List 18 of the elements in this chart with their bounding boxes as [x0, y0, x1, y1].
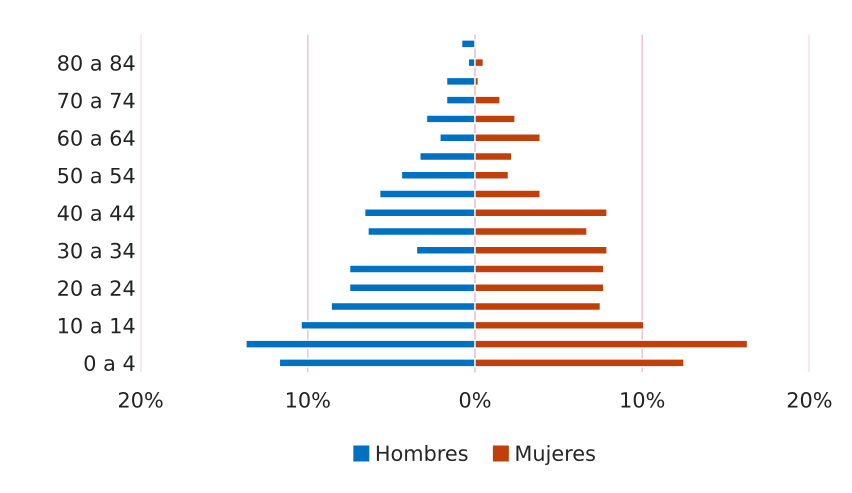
y-tick-label: 60 a 64 [58, 130, 135, 146]
y-tick-label: 70 a 74 [58, 92, 135, 108]
bar [460, 39, 476, 49]
bar [446, 76, 476, 86]
y-tick-label: 50 a 54 [58, 168, 135, 184]
x-tick-label: 20% [788, 392, 832, 408]
x-tick-label: 10% [286, 392, 330, 408]
x-tick-label: 20% [118, 392, 163, 408]
x-tick-label: 0% [460, 392, 490, 408]
y-tick-label: 80 a 84 [58, 55, 135, 71]
y-tick-label: 40 a 44 [58, 205, 135, 221]
y-tick-label: 20 a 24 [58, 280, 135, 296]
y-tick-label: 0 a 4 [84, 355, 135, 372]
y-tick-label: 30 a 34 [58, 242, 135, 258]
y-tick-label: 10 a 14 [58, 318, 135, 334]
legend-label: Mujeres [516, 445, 595, 466]
legend-label: Hombres [376, 445, 468, 462]
x-tick-label: 10% [621, 392, 664, 408]
